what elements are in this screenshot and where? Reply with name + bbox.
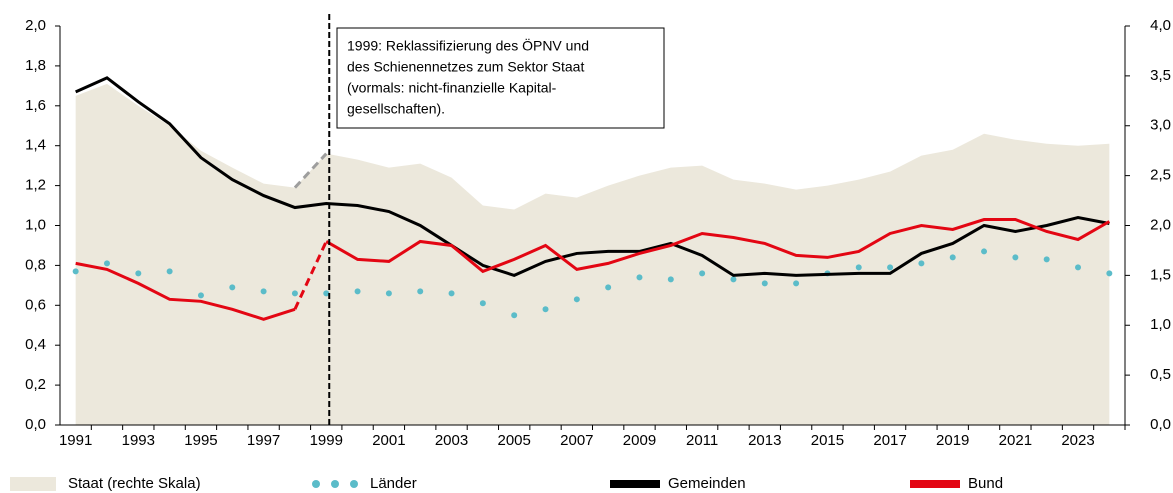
annotation-box (336, 27, 665, 129)
y2-tick-label: 0,0 (1150, 416, 1171, 433)
x-tick-label: 1995 (184, 432, 217, 449)
y-tick-label: 1,4 (25, 137, 46, 154)
dot (385, 290, 392, 297)
y2-tick-label: 3,0 (1150, 117, 1171, 134)
annotation-text: des Schienennetzes zum Sektor Staat (347, 59, 584, 75)
dot (511, 312, 518, 319)
x-tick-label: 2009 (623, 432, 656, 449)
annotation-text: gesellschaften). (347, 101, 445, 117)
dot (1043, 256, 1050, 263)
legend-label: Länder (370, 475, 417, 492)
dot (72, 268, 79, 275)
x-tick-label: 2019 (936, 432, 969, 449)
legend-swatch (312, 480, 320, 488)
legend-label: Staat (rechte Skala) (68, 475, 201, 492)
legend-swatch (331, 480, 339, 488)
x-tick-label: 2015 (811, 432, 844, 449)
x-tick-label: 1999 (310, 432, 343, 449)
dot (448, 290, 455, 297)
dot (1012, 254, 1019, 261)
x-tick-label: 2021 (999, 432, 1032, 449)
x-tick-label: 1997 (247, 432, 280, 449)
dot (542, 306, 549, 313)
break-line (293, 152, 328, 189)
dot (354, 288, 361, 295)
dot (166, 268, 173, 275)
y2-tick-label: 4,0 (1150, 17, 1171, 34)
x-tick-label: 2007 (560, 432, 593, 449)
x-tick-label: 2001 (372, 432, 405, 449)
y-tick-label: 1,6 (25, 97, 46, 114)
x-tick-label: 2005 (498, 432, 531, 449)
line (325, 218, 1111, 274)
dot (699, 270, 706, 277)
dot (1075, 264, 1082, 271)
dot (887, 264, 894, 271)
dot (479, 300, 486, 307)
dot (761, 280, 768, 287)
annotation-text: (vormals: nicht-finanzielle Kapital- (347, 80, 557, 96)
area (75, 83, 1110, 425)
x-tick-label: 2017 (873, 432, 906, 449)
legend-swatch (910, 480, 960, 488)
dot (135, 270, 142, 277)
dot (855, 264, 862, 271)
y-tick-label: 0,6 (25, 296, 46, 313)
dot (291, 290, 298, 297)
dot (730, 276, 737, 283)
y2-tick-label: 1,0 (1150, 316, 1171, 333)
legend-label: Bund (968, 475, 1003, 492)
y2-tick-label: 2,0 (1150, 216, 1171, 233)
dot (323, 290, 330, 297)
y-tick-label: 0,8 (25, 256, 46, 273)
x-tick-label: 2023 (1061, 432, 1094, 449)
x-tick-label: 2011 (686, 432, 718, 449)
dot (229, 284, 236, 291)
dot (417, 288, 424, 295)
y-tick-label: 1,0 (25, 216, 46, 233)
dot (573, 296, 580, 303)
x-tick-label: 1993 (122, 432, 155, 449)
dot (981, 248, 988, 255)
y-tick-label: 0,4 (25, 336, 46, 353)
legend-swatch (610, 480, 660, 488)
y2-tick-label: 3,5 (1150, 67, 1171, 84)
y-tick-label: 1,2 (25, 177, 46, 194)
dot (1106, 270, 1113, 277)
legend-label: Gemeinden (668, 475, 746, 492)
y-tick-label: 0,2 (25, 376, 46, 393)
x-tick-label: 2013 (748, 432, 781, 449)
dot (197, 292, 204, 299)
y-tick-label: 1,8 (25, 57, 46, 74)
legend-swatch (350, 480, 358, 488)
dot (793, 280, 800, 287)
y2-tick-label: 0,5 (1150, 366, 1171, 383)
line (75, 76, 1110, 277)
y2-tick-label: 2,5 (1150, 167, 1171, 184)
y-tick-label: 2,0 (25, 17, 46, 34)
y2-tick-label: 1,5 (1150, 266, 1171, 283)
x-tick-label: 2003 (435, 432, 468, 449)
dot (949, 254, 956, 261)
legend-swatch (10, 477, 56, 491)
dot (605, 284, 612, 291)
y-tick-label: 0,0 (25, 416, 46, 433)
dot (667, 276, 674, 283)
x-tick-label: 1991 (59, 432, 92, 449)
dot (103, 260, 110, 267)
annotation-text: 1999: Reklassifizierung des ÖPNV und (347, 37, 589, 54)
line (75, 261, 296, 321)
dot (636, 274, 643, 281)
dot (260, 288, 267, 295)
dot (918, 260, 925, 267)
